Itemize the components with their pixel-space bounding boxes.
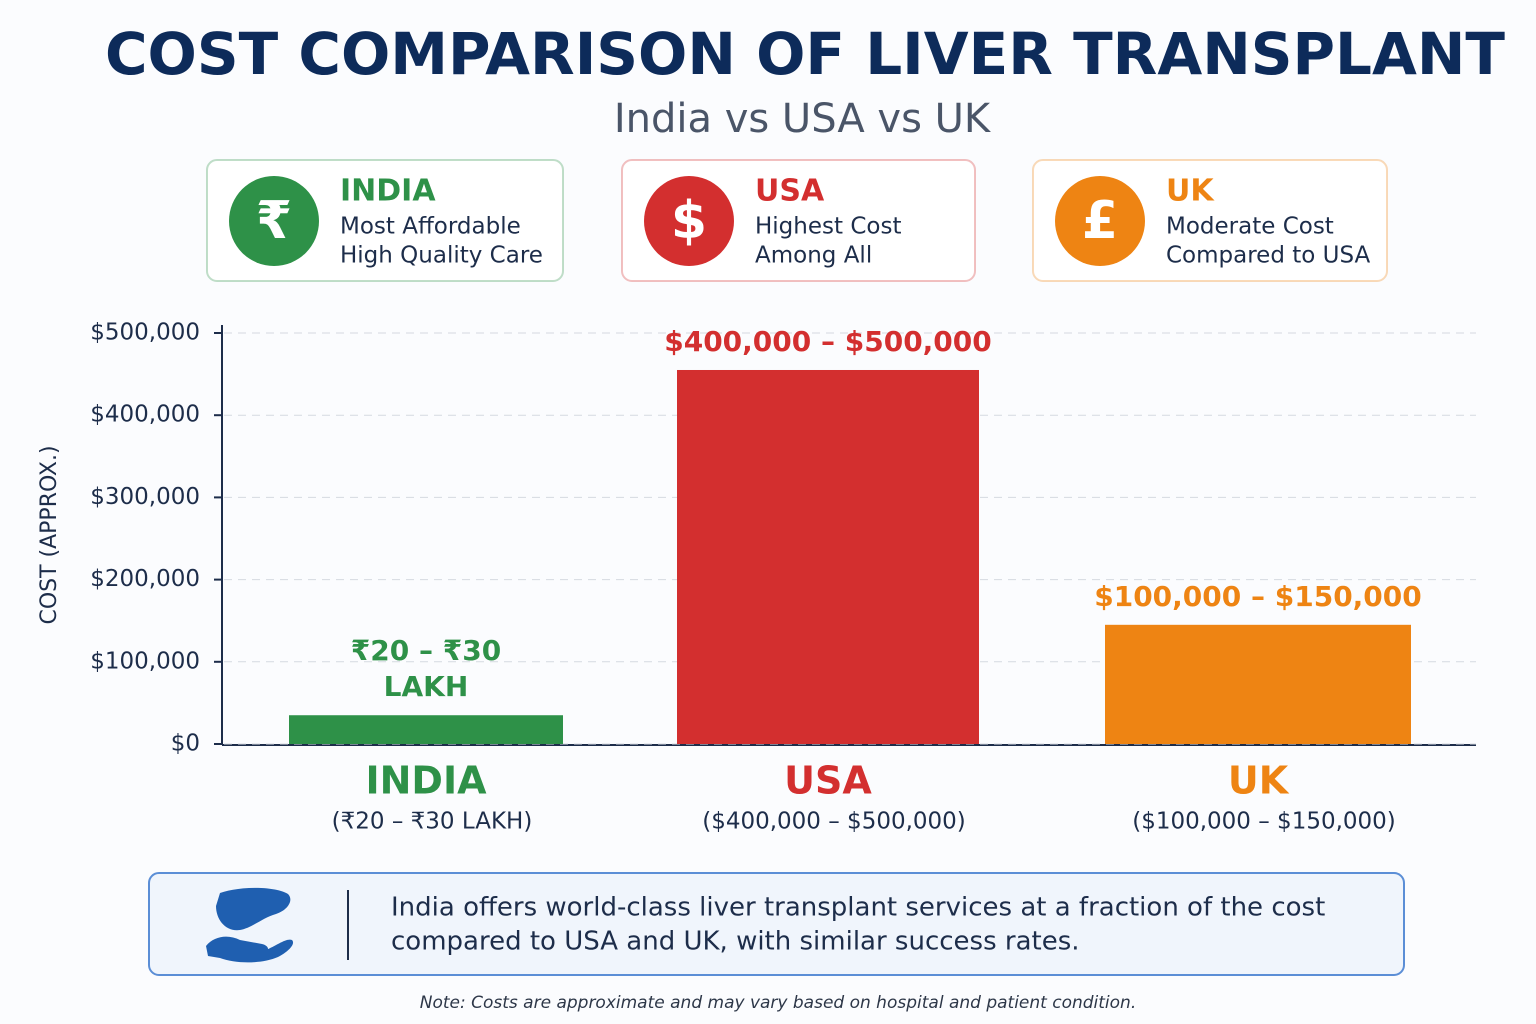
- footer-box: [148, 872, 1405, 976]
- y-axis-label: COST (APPROX.): [37, 445, 62, 624]
- footer-text: compared to USA and UK, with similar suc…: [391, 927, 1080, 957]
- category-note: ($400,000 – $500,000): [702, 809, 966, 835]
- chart-title: COST COMPARISON OF LIVER TRANSPLANT: [105, 20, 1505, 88]
- x-tick-label: USA: [784, 759, 872, 803]
- bar: [677, 369, 979, 744]
- bar: [289, 715, 563, 744]
- liver-hand-icon: [206, 887, 294, 963]
- category-note: (₹20 – ₹30 LAKH): [332, 809, 533, 835]
- card-icon: [229, 176, 319, 266]
- card-text: Compared to USA: [1166, 243, 1371, 269]
- category-note: ($100,000 – $150,000): [1132, 809, 1396, 835]
- bar-label: ₹20 – ₹30: [351, 634, 501, 667]
- y-tick-label: $200,000: [90, 566, 200, 592]
- bar: [1105, 624, 1411, 744]
- y-tick-label: $500,000: [90, 320, 200, 346]
- card-text: High Quality Care: [340, 243, 543, 269]
- bar-label: $400,000 – $500,000: [664, 325, 992, 358]
- card-symbol: $: [671, 191, 707, 251]
- chart-subtitle: India vs USA vs UK: [614, 96, 992, 142]
- bar-label: $100,000 – $150,000: [1094, 580, 1422, 613]
- card-icon: [644, 176, 734, 266]
- card-symbol: ₹: [256, 191, 292, 251]
- card-title: INDIA: [340, 174, 436, 209]
- x-tick-label: UK: [1228, 759, 1290, 803]
- card-text: Moderate Cost: [1166, 214, 1334, 240]
- footer-text: India offers world-class liver transplan…: [391, 893, 1325, 923]
- x-tick-label: INDIA: [365, 759, 487, 803]
- y-tick-label: $100,000: [90, 648, 200, 674]
- card-symbol: £: [1082, 191, 1118, 251]
- y-tick-label: $300,000: [90, 484, 200, 510]
- card-title: USA: [755, 174, 825, 209]
- card-title: UK: [1166, 174, 1215, 209]
- y-tick-label: $0: [171, 731, 200, 757]
- card-text: Among All: [755, 243, 872, 269]
- y-tick-label: $400,000: [90, 402, 200, 428]
- card-text: Highest Cost: [755, 214, 901, 240]
- card-icon: [1055, 176, 1145, 266]
- card-text: Most Affordable: [340, 214, 521, 240]
- bar-label: LAKH: [384, 670, 469, 703]
- note: Note: Costs are approximate and may vary…: [420, 993, 1136, 1013]
